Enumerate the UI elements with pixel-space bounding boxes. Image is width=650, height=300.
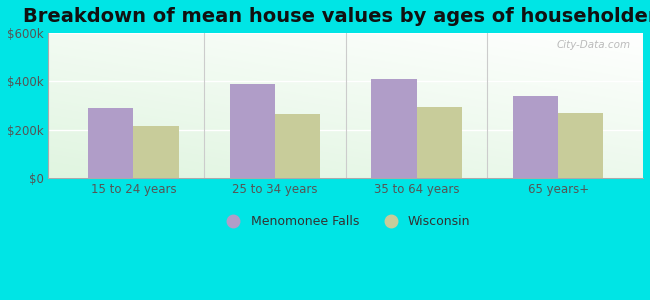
Bar (229, 84, 275, 178)
Bar (417, 107, 462, 178)
Bar (88, 108, 133, 178)
Bar (275, 114, 320, 178)
Bar (513, 96, 558, 178)
Bar (133, 126, 179, 178)
Title: Breakdown of mean house values by ages of householders: Breakdown of mean house values by ages o… (23, 7, 650, 26)
Text: City-Data.com: City-Data.com (557, 40, 631, 50)
Bar (558, 113, 603, 178)
Bar (371, 79, 417, 178)
Legend: Menomonee Falls, Wisconsin: Menomonee Falls, Wisconsin (216, 210, 476, 233)
